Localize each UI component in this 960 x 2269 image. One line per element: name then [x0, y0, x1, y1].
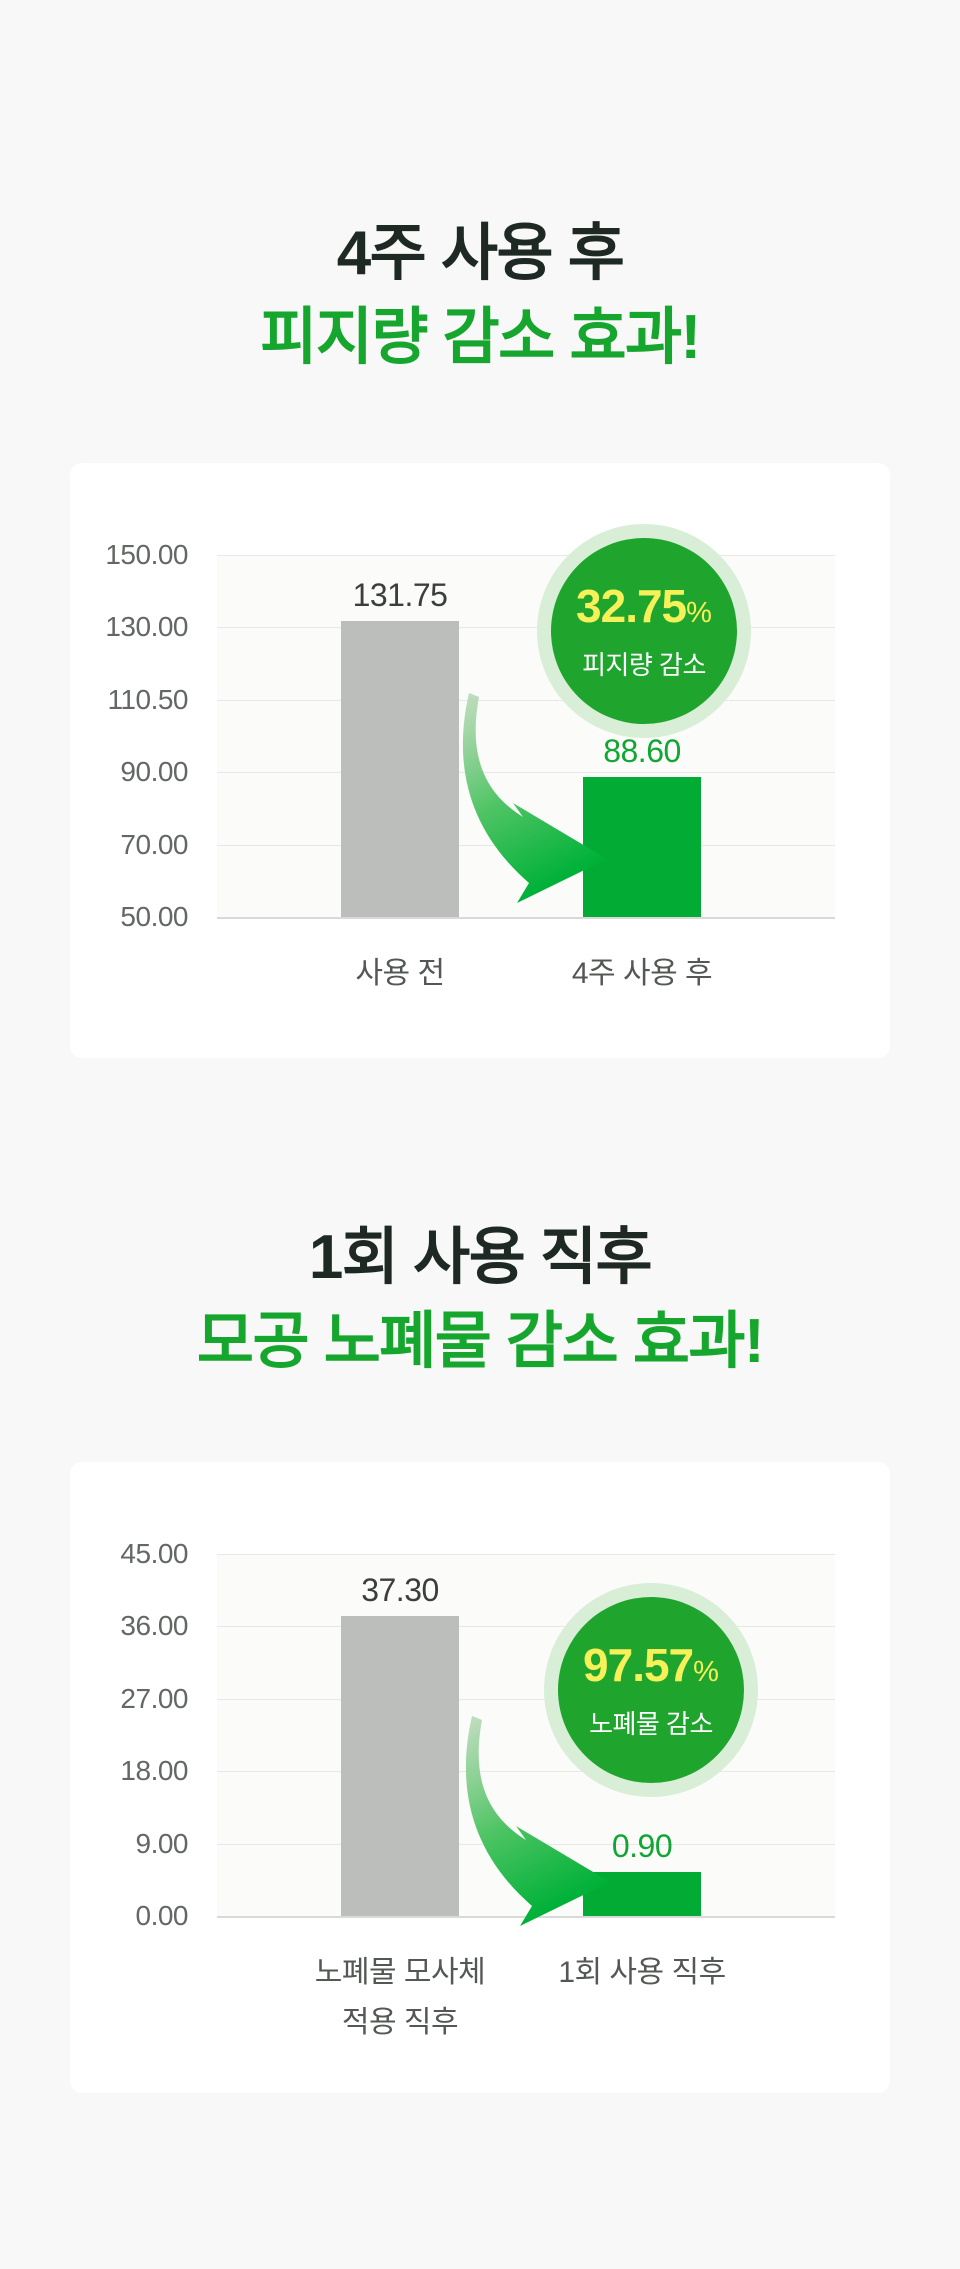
section1-title-line2: 피지량 감소 효과! — [260, 303, 701, 372]
bar-value-label: 0.90 — [611, 1828, 673, 1864]
percent-sign: % — [686, 597, 712, 629]
y-tick-label: 70.00 — [120, 828, 188, 860]
bar-before — [341, 621, 459, 917]
y-tick-label: 130.00 — [105, 611, 188, 643]
y-tick-label: 45.00 — [120, 1538, 188, 1569]
bar-value-label: 37.30 — [361, 1572, 439, 1608]
x-axis-line — [217, 917, 835, 919]
gridline — [217, 699, 835, 701]
pore-waste-chart-card: 45.00 36.00 27.00 18.00 9.00 0.00 37.30 노폐물 모사체… — [70, 1462, 890, 2093]
gridline — [217, 1554, 835, 1555]
gridline — [217, 555, 835, 556]
gridline — [217, 772, 835, 774]
decrease-arrow-icon — [465, 1716, 610, 1926]
y-tick-label: 90.00 — [120, 756, 188, 788]
x-category-label: 노폐물 모사체 적용 직후 — [314, 1956, 486, 2039]
x-category-label: 사용 전 — [355, 957, 445, 990]
section2-title-line1: 1회 사용 직후 — [308, 1223, 653, 1292]
y-tick-label: 9.00 — [135, 1827, 189, 1859]
gridline — [217, 1626, 835, 1628]
x-category-label: 1회 사용 직후 — [558, 1956, 726, 1989]
section2-title: 1회 사용 직후 모공 노폐물 감소 효과! — [0, 1216, 960, 1384]
reduction-percent-value: 97.57 — [583, 1639, 694, 1691]
reduction-percent: 32.75% — [576, 580, 712, 639]
reduction-badge-circle: 32.75% 피지량 감소 — [551, 538, 737, 724]
y-tick-label: 27.00 — [120, 1682, 188, 1714]
bar-value-label: 131.75 — [352, 577, 448, 613]
gridline — [217, 627, 835, 629]
reduction-badge-circle: 97.57% 노폐물 감소 — [558, 1597, 744, 1783]
sebum-chart-card: 150.00 130.00 110.50 90.00 70.00 50.00 131.75 사… — [70, 463, 890, 1058]
section1-title-line1: 4주 사용 후 — [336, 219, 625, 288]
gridline — [217, 1698, 835, 1700]
reduction-badge: 97.57% 노폐물 감소 — [544, 1583, 758, 1797]
bar-before — [341, 1616, 459, 1916]
reduction-label: 노폐물 감소 — [589, 1709, 713, 1739]
y-tick-label: 110.50 — [107, 683, 188, 715]
percent-sign: % — [693, 1656, 719, 1688]
bar-after — [583, 777, 701, 917]
y-tick-label: 18.00 — [120, 1755, 188, 1787]
y-tick-label: 36.00 — [120, 1610, 188, 1642]
x-category-label: 4주 사용 후 — [571, 957, 713, 990]
section2-title-line2: 모공 노폐물 감소 효과! — [196, 1307, 765, 1376]
reduction-percent-value: 32.75 — [576, 580, 687, 632]
bar-value-label: 88.60 — [603, 733, 681, 769]
y-tick-label: 0.00 — [135, 1900, 189, 1931]
gridline — [217, 1771, 835, 1773]
decrease-arrow-icon — [462, 693, 607, 903]
y-tick-label: 50.00 — [120, 901, 188, 932]
reduction-badge: 32.75% 피지량 감소 — [537, 524, 751, 738]
reduction-label: 피지량 감소 — [582, 650, 706, 680]
reduction-percent: 97.57% — [583, 1639, 719, 1698]
section1-title: 4주 사용 후 피지량 감소 효과! — [0, 212, 960, 380]
y-tick-label: 150.00 — [105, 539, 188, 570]
